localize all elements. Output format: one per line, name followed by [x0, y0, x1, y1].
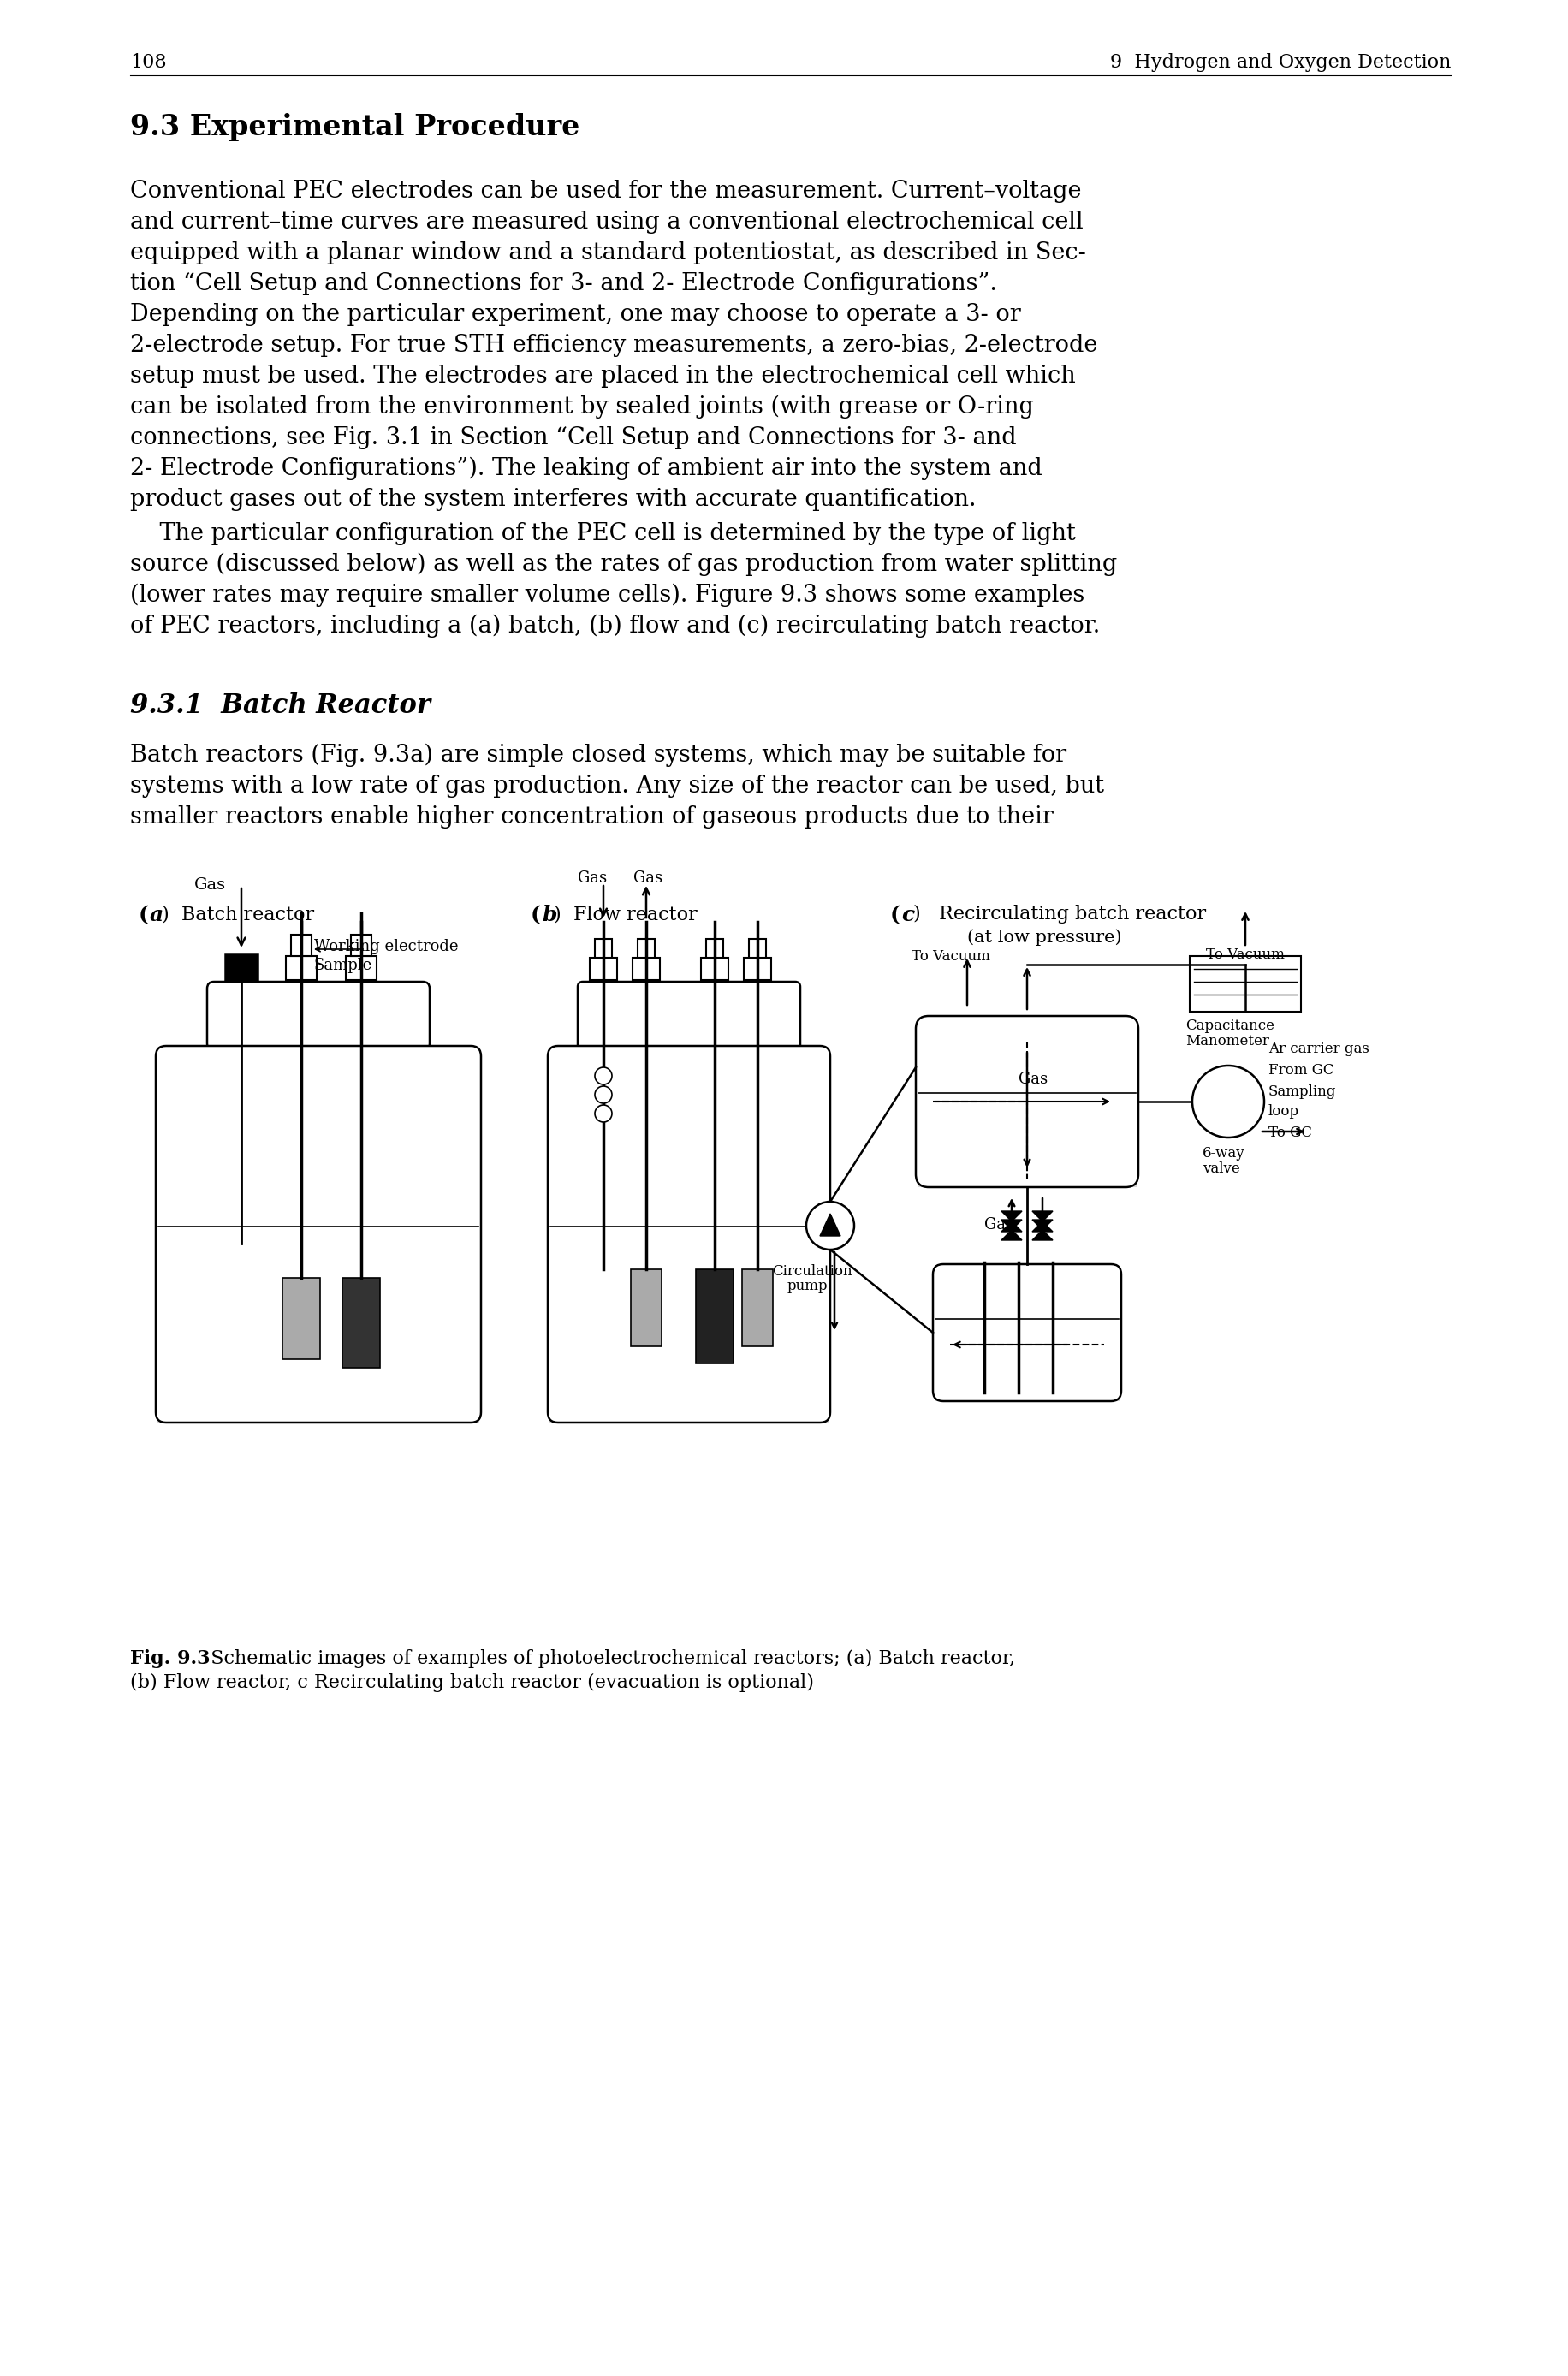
Text: )   Recirculating batch reactor: ) Recirculating batch reactor: [913, 905, 1206, 924]
Bar: [750, 939, 767, 958]
Circle shape: [594, 1086, 612, 1102]
Text: Gas: Gas: [985, 1217, 1013, 1233]
Text: smaller reactors enable higher concentration of gaseous products due to their: smaller reactors enable higher concentra…: [130, 805, 1054, 829]
Text: (lower rates may require smaller volume cells). Figure 9.3 shows some examples: (lower rates may require smaller volume …: [130, 584, 1085, 608]
Polygon shape: [1032, 1221, 1052, 1231]
Polygon shape: [1002, 1231, 1022, 1240]
Bar: [226, 955, 257, 981]
Bar: [347, 955, 376, 979]
Bar: [632, 958, 660, 979]
FancyBboxPatch shape: [207, 981, 430, 1050]
Bar: [282, 1278, 320, 1359]
Text: (: (: [530, 905, 541, 924]
Polygon shape: [1002, 1221, 1022, 1231]
Text: (: (: [891, 905, 900, 924]
Bar: [1190, 955, 1301, 1012]
Text: (b) Flow reactor, c Recirculating batch reactor (evacuation is optional): (b) Flow reactor, c Recirculating batch …: [130, 1673, 814, 1692]
Text: product gases out of the system interferes with accurate quantification.: product gases out of the system interfer…: [130, 487, 977, 511]
Polygon shape: [1002, 1212, 1022, 1221]
Text: Conventional PEC electrodes can be used for the measurement. Current–voltage: Conventional PEC electrodes can be used …: [130, 181, 1082, 202]
Text: (: (: [138, 905, 149, 924]
Text: (at low pressure): (at low pressure): [967, 929, 1121, 946]
Bar: [701, 958, 729, 979]
Text: Capacitance: Capacitance: [1185, 1019, 1275, 1034]
Polygon shape: [1032, 1219, 1052, 1231]
Text: 2- Electrode Configurations”). The leaking of ambient air into the system and: 2- Electrode Configurations”). The leaki…: [130, 456, 1043, 480]
Text: Gas: Gas: [577, 870, 607, 886]
Bar: [285, 955, 317, 979]
Bar: [549, 1226, 828, 1423]
Text: 9  Hydrogen and Oxygen Detection: 9 Hydrogen and Oxygen Detection: [1110, 52, 1450, 71]
Text: Schematic images of examples of photoelectrochemical reactors; (a) Batch reactor: Schematic images of examples of photoele…: [199, 1649, 1016, 1668]
Text: equipped with a planar window and a standard potentiostat, as described in Sec-: equipped with a planar window and a stan…: [130, 242, 1087, 264]
Text: Circulation: Circulation: [771, 1264, 851, 1278]
Polygon shape: [1032, 1231, 1052, 1240]
Bar: [638, 939, 655, 958]
Bar: [706, 939, 723, 958]
Bar: [742, 1269, 773, 1347]
Bar: [935, 1319, 1120, 1402]
Text: valve: valve: [1203, 1162, 1240, 1176]
Text: of PEC reactors, including a (a) batch, (b) flow and (c) recirculating batch rea: of PEC reactors, including a (a) batch, …: [130, 615, 1101, 639]
FancyBboxPatch shape: [933, 1264, 1121, 1402]
Text: To GC: To GC: [1269, 1126, 1312, 1140]
Bar: [342, 1278, 379, 1369]
Text: loop: loop: [1269, 1105, 1300, 1119]
Text: Gas: Gas: [633, 870, 663, 886]
Text: Sampling: Sampling: [1269, 1083, 1336, 1100]
Text: systems with a low rate of gas production. Any size of the reactor can be used, : systems with a low rate of gas productio…: [130, 775, 1104, 798]
Polygon shape: [1002, 1219, 1022, 1231]
Text: )  Batch reactor: ) Batch reactor: [162, 905, 314, 924]
Text: Depending on the particular experiment, one may choose to operate a 3- or: Depending on the particular experiment, …: [130, 304, 1021, 326]
FancyBboxPatch shape: [547, 1045, 829, 1423]
Text: c: c: [902, 905, 914, 924]
Bar: [590, 958, 618, 979]
Circle shape: [806, 1202, 855, 1250]
Text: a: a: [151, 905, 163, 924]
Text: can be isolated from the environment by sealed joints (with grease or O-ring: can be isolated from the environment by …: [130, 394, 1033, 418]
Text: From GC: From GC: [1269, 1062, 1334, 1079]
Text: connections, see Fig. 3.1 in Section “Cell Setup and Connections for 3- and: connections, see Fig. 3.1 in Section “Ce…: [130, 425, 1016, 449]
Bar: [292, 934, 312, 955]
Text: pump: pump: [787, 1278, 828, 1293]
Text: Gas: Gas: [194, 877, 226, 893]
Text: 6-way: 6-way: [1203, 1145, 1245, 1159]
Text: The particular configuration of the PEC cell is determined by the type of light: The particular configuration of the PEC …: [130, 523, 1076, 544]
Bar: [351, 934, 372, 955]
Text: Sample: Sample: [314, 958, 373, 974]
Text: and current–time curves are measured using a conventional electrochemical cell: and current–time curves are measured usi…: [130, 211, 1083, 233]
Bar: [917, 1093, 1137, 1188]
FancyBboxPatch shape: [155, 1045, 481, 1423]
Text: To Vacuum: To Vacuum: [1206, 948, 1284, 962]
Bar: [630, 1269, 662, 1347]
Text: 108: 108: [130, 52, 166, 71]
Bar: [157, 1226, 480, 1423]
Text: Ar carrier gas: Ar carrier gas: [1269, 1041, 1369, 1057]
Bar: [743, 958, 771, 979]
Circle shape: [1192, 1064, 1264, 1138]
Bar: [696, 1269, 734, 1364]
FancyBboxPatch shape: [916, 1017, 1138, 1188]
Circle shape: [594, 1067, 612, 1083]
Text: Manometer: Manometer: [1185, 1034, 1269, 1048]
Text: Fig. 9.3: Fig. 9.3: [130, 1649, 210, 1668]
Text: 9.3.1  Batch Reactor: 9.3.1 Batch Reactor: [130, 691, 431, 720]
Circle shape: [594, 1105, 612, 1121]
Polygon shape: [820, 1214, 840, 1236]
Text: b: b: [543, 905, 557, 924]
Text: 2-electrode setup. For true STH efficiency measurements, a zero-bias, 2-electrod: 2-electrode setup. For true STH efficien…: [130, 333, 1098, 356]
Text: Working electrode: Working electrode: [314, 939, 458, 955]
Text: )  Flow reactor: ) Flow reactor: [554, 905, 698, 924]
Text: setup must be used. The electrodes are placed in the electrochemical cell which: setup must be used. The electrodes are p…: [130, 364, 1076, 387]
Text: Batch reactors (Fig. 9.3a) are simple closed systems, which may be suitable for: Batch reactors (Fig. 9.3a) are simple cl…: [130, 744, 1066, 767]
Bar: [594, 939, 612, 958]
Polygon shape: [1032, 1212, 1052, 1221]
Text: tion “Cell Setup and Connections for 3- and 2- Electrode Configurations”.: tion “Cell Setup and Connections for 3- …: [130, 273, 997, 295]
Text: To Vacuum: To Vacuum: [911, 948, 989, 965]
Text: 9.3 Experimental Procedure: 9.3 Experimental Procedure: [130, 114, 580, 140]
Text: source (discussed below) as well as the rates of gas production from water split: source (discussed below) as well as the …: [130, 554, 1116, 577]
Text: Gas: Gas: [1019, 1072, 1047, 1086]
FancyBboxPatch shape: [577, 981, 800, 1050]
